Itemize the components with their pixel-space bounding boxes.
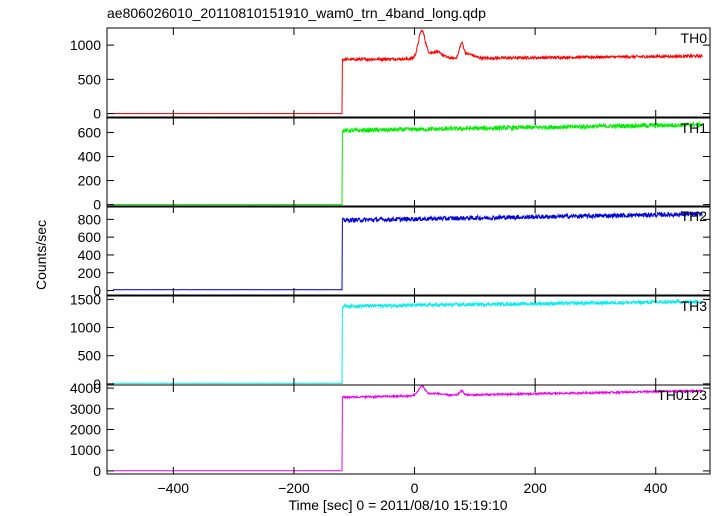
y-tick-label: 800 <box>78 211 102 227</box>
panel-frame <box>106 205 711 296</box>
panel-frame <box>106 27 711 118</box>
y-tick-label: 200 <box>78 265 102 281</box>
y-tick-label: 600 <box>78 229 102 245</box>
x-tick-label: −200 <box>278 480 310 496</box>
y-tick-label: 500 <box>78 71 102 87</box>
panel-th2: 0 200 400 600 800 TH2 <box>78 205 711 299</box>
x-tick-label: 200 <box>523 480 547 496</box>
x-axis-title: Time [sec] 0 = 2011/08/10 15:19:10 <box>288 497 507 513</box>
series-label-th1: TH1 <box>681 120 708 136</box>
y-tick-label: 1000 <box>70 442 101 458</box>
panel-stack: 0 500 1000 TH0 0 200 400 600 TH1 0 200 400 600 800 TH2… <box>70 27 711 479</box>
x-tick-label: 400 <box>644 480 668 496</box>
y-tick-label: 3000 <box>70 401 101 417</box>
y-tick-label: 1000 <box>70 320 101 336</box>
x-axis: −400 −200 0 200 400 <box>158 480 668 496</box>
x-tick-label: −400 <box>158 480 190 496</box>
panel-frame <box>106 295 711 386</box>
x-tick-label: 0 <box>411 480 419 496</box>
series-line-th2 <box>112 210 703 291</box>
y-tick-label: 2000 <box>70 422 101 438</box>
panel-th0123: 0 1000 2000 3000 4000 TH0123 <box>70 380 711 479</box>
y-tick-label: 0 <box>93 376 101 392</box>
y-tick-label: 1500 <box>70 291 101 307</box>
panel-th0: 0 500 1000 TH0 <box>70 27 711 122</box>
y-tick-label: 0 <box>93 463 101 479</box>
series-label-th2: TH2 <box>681 208 708 224</box>
series-label-th0123: TH0123 <box>657 387 707 403</box>
chart-title: ae806026010_20110810151910_wam0_trn_4ban… <box>107 5 486 21</box>
y-tick-label: 1000 <box>70 37 101 53</box>
series-label-th3: TH3 <box>681 298 708 314</box>
panel-th3: 0 500 1000 1500 TH3 <box>70 291 711 392</box>
panel-frame <box>106 384 711 475</box>
y-axis-title: Counts/sec <box>33 220 49 290</box>
series-line-th3 <box>113 298 703 385</box>
panel-frame <box>106 117 711 208</box>
series-label-th0: TH0 <box>681 30 708 46</box>
y-tick-label: 600 <box>78 124 102 140</box>
y-tick-label: 0 <box>93 283 101 299</box>
y-tick-label: 0 <box>93 197 101 213</box>
series-line-th0123 <box>113 384 703 472</box>
y-tick-label: 0 <box>93 106 101 122</box>
y-tick-label: 500 <box>78 348 102 364</box>
y-tick-label: 400 <box>78 247 102 263</box>
y-tick-label: 4000 <box>70 380 101 396</box>
y-tick-label: 400 <box>78 148 102 164</box>
panel-th1: 0 200 400 600 TH1 <box>78 117 711 213</box>
series-line-th1 <box>113 120 703 206</box>
y-tick-label: 200 <box>78 173 102 189</box>
series-line-th0 <box>113 29 703 115</box>
